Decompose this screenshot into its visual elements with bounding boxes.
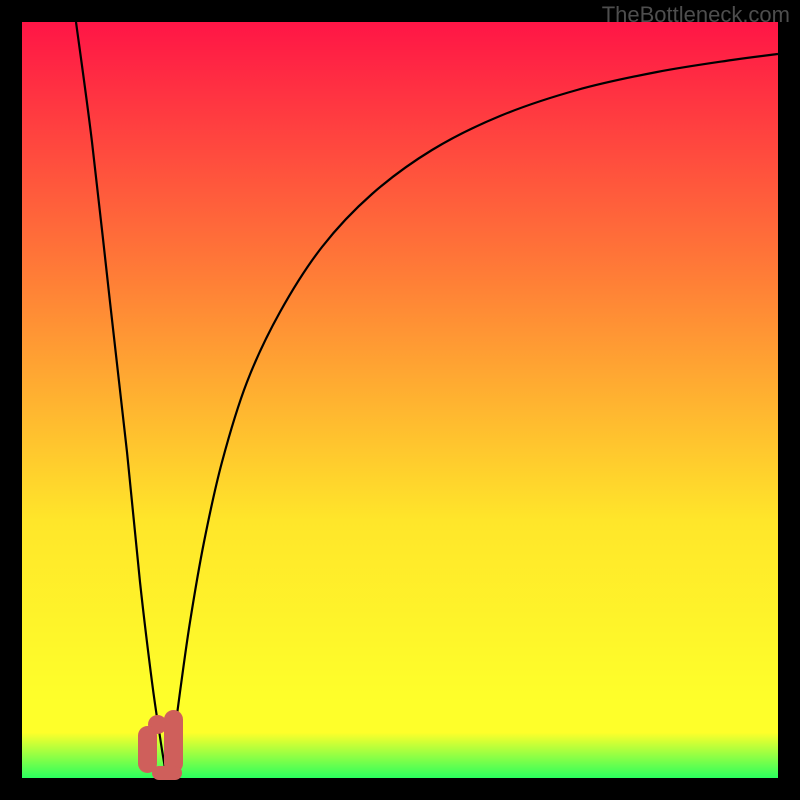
marker-2 [164, 710, 183, 773]
marker-3 [152, 766, 182, 780]
marker-1 [138, 726, 157, 773]
bottleneck-curve [22, 22, 778, 778]
watermark-text: TheBottleneck.com [602, 2, 790, 28]
curve-path [76, 22, 778, 777]
